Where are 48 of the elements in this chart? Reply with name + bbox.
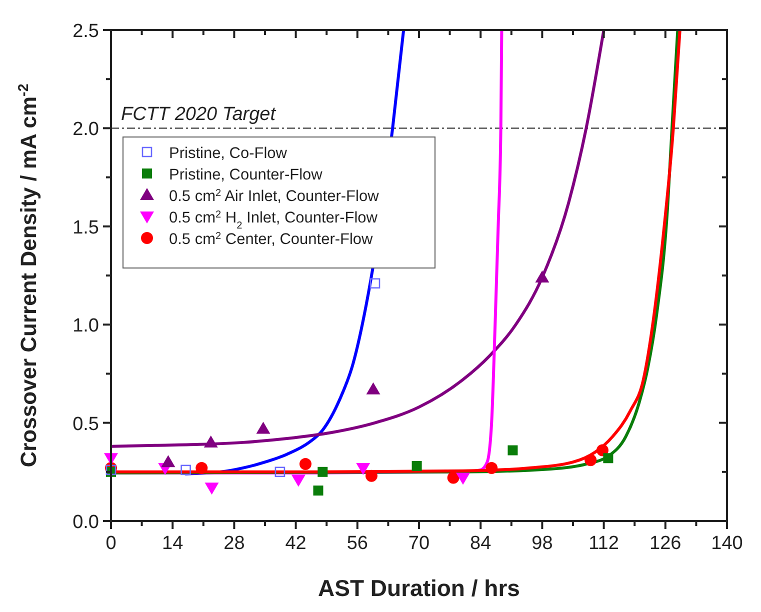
point xyxy=(370,278,380,289)
point xyxy=(584,454,597,466)
point xyxy=(180,464,191,476)
point xyxy=(456,472,470,485)
line-series xyxy=(111,30,606,448)
point xyxy=(274,466,286,478)
x-tick-label: 70 xyxy=(408,533,430,554)
legend-label: 0.5 cm$^{2}$ Center, Counter-Flow xyxy=(169,230,374,248)
point xyxy=(256,422,270,434)
x-tick-label: 56 xyxy=(346,533,368,554)
legend-label: 0.5 cm$^{2}$ Air Inlet, Counter-Flow xyxy=(169,188,380,205)
x-tick-label: 112 xyxy=(588,533,619,554)
point xyxy=(486,462,498,474)
y-tick-label: 2.5 xyxy=(72,21,99,42)
point xyxy=(161,455,176,468)
point xyxy=(291,474,306,487)
x-tick-label: 0 xyxy=(106,533,116,554)
legend-label: Pristine, Counter-Flow xyxy=(169,166,324,184)
x-axis-title: AST Duration / hrs xyxy=(318,575,520,601)
point xyxy=(318,466,328,477)
x-tick-label: 98 xyxy=(532,533,553,554)
point xyxy=(365,470,378,482)
point xyxy=(508,445,518,456)
y-tick-label: 2.0 xyxy=(72,119,99,140)
legend-label: 0.5 cm$^{2}$ H$_{2}$ Inlet, Counter-Flow xyxy=(169,209,378,231)
x-tick-label: 42 xyxy=(285,533,306,554)
x-tick-label: 14 xyxy=(162,533,184,554)
point xyxy=(313,486,324,496)
point xyxy=(412,461,422,472)
legend-label: Pristine, Co-Flow xyxy=(169,145,288,162)
point xyxy=(196,462,208,474)
point xyxy=(447,472,460,484)
y-tick-label: 1.5 xyxy=(72,217,99,238)
x-tick-label: 84 xyxy=(470,533,492,554)
point xyxy=(366,382,380,394)
y-tick-label: 1.0 xyxy=(72,316,99,337)
point xyxy=(603,453,614,464)
x-tick-label: 140 xyxy=(711,533,743,554)
y-tick-label: 0.0 xyxy=(72,512,99,533)
point xyxy=(299,458,312,470)
point xyxy=(204,435,218,448)
point xyxy=(204,482,219,495)
ref-line-label: FCTT 2020 Target xyxy=(121,104,276,126)
point xyxy=(356,462,370,475)
x-tick-label: 28 xyxy=(224,533,245,554)
x-tick-label: 126 xyxy=(650,533,682,554)
y-tick-label: 0.5 xyxy=(72,414,99,435)
point xyxy=(535,270,550,282)
